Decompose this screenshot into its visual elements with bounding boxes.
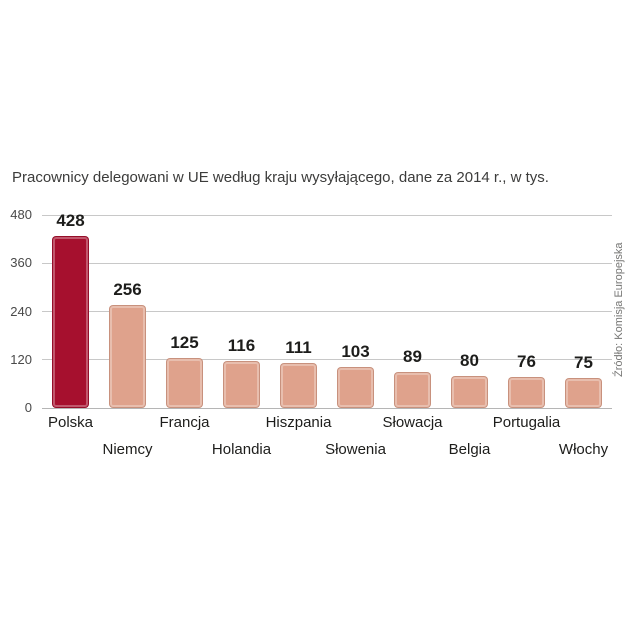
bar-value-label: 116 bbox=[227, 336, 256, 356]
category-label: Holandia bbox=[211, 441, 272, 458]
bar bbox=[508, 377, 545, 408]
category-label: Portugalia bbox=[492, 414, 561, 431]
y-axis-tick-label: 360 bbox=[10, 255, 32, 271]
bar bbox=[166, 357, 203, 408]
bar bbox=[223, 361, 260, 408]
bar-value-label: 80 bbox=[460, 350, 479, 370]
bar-value-label: 75 bbox=[574, 352, 593, 372]
y-axis-tick-label: 120 bbox=[10, 351, 32, 367]
bar-value-label: 428 bbox=[56, 210, 85, 230]
bar-value-label: 256 bbox=[113, 280, 142, 300]
bar-value-label: 125 bbox=[170, 332, 199, 352]
category-label: Słowenia bbox=[325, 441, 386, 458]
bar-value-label: 89 bbox=[403, 347, 422, 367]
y-axis-tick-label: 0 bbox=[24, 400, 32, 415]
bar bbox=[109, 305, 146, 408]
bar-value-label: 111 bbox=[285, 338, 312, 358]
gridline bbox=[42, 311, 612, 312]
y-axis-tick-label: 240 bbox=[10, 303, 32, 319]
bar bbox=[451, 375, 488, 408]
bar bbox=[565, 377, 602, 408]
category-label: Hiszpania bbox=[265, 414, 332, 431]
category-label: Polska bbox=[47, 414, 94, 431]
gridline bbox=[42, 262, 612, 264]
category-label: Słowacja bbox=[382, 414, 443, 431]
category-label: Francja bbox=[159, 414, 210, 431]
category-label: Niemcy bbox=[102, 441, 153, 458]
bar bbox=[337, 366, 374, 408]
y-axis-tick-label: 480 bbox=[10, 207, 32, 222]
category-label: Belgia bbox=[448, 441, 491, 458]
bar-value-label: 103 bbox=[341, 341, 370, 361]
bar bbox=[52, 235, 89, 408]
category-label: Włochy bbox=[558, 441, 609, 458]
chart-title: Pracownicy delegowani w UE według kraju … bbox=[12, 169, 549, 186]
gridline bbox=[42, 214, 612, 216]
gridline bbox=[42, 407, 612, 409]
bar bbox=[280, 363, 317, 408]
source-credit: Źródło: Komisja Europejska bbox=[613, 242, 625, 378]
gridline bbox=[42, 359, 612, 361]
bar-value-label: 76 bbox=[517, 352, 536, 372]
bar bbox=[394, 372, 431, 408]
